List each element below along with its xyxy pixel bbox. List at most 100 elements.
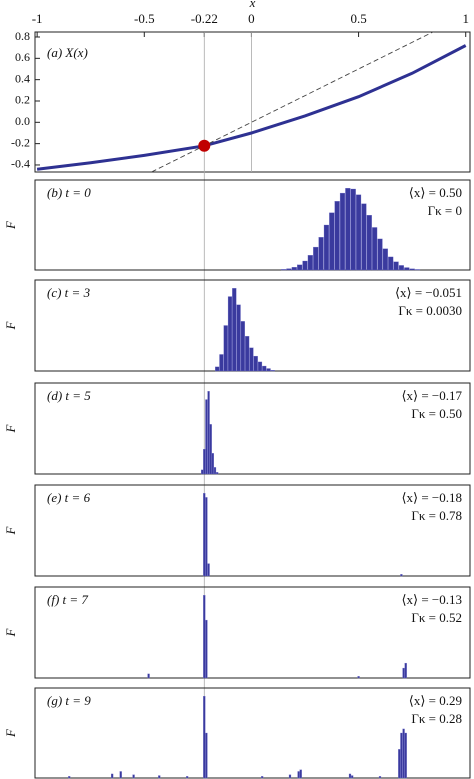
y-tick-label: -0.4 [11,157,30,171]
panel-frame [34,179,471,271]
histogram-bar [186,776,189,779]
histogram-bar [334,201,340,271]
histogram-bar [409,268,415,271]
panel-label: (d) t = 5 [47,388,91,403]
x-tick-label: -0.5 [134,11,155,26]
histogram-bar [351,775,354,779]
histogram-bar [266,368,271,372]
histogram-bar [205,399,208,475]
histogram-bar [215,366,220,372]
histogram-bar [378,776,382,779]
histogram-bar [313,246,319,271]
annotation: ⟨x⟩ = 0.50 [409,185,462,200]
panel-label: (g) t = 9 [47,693,91,708]
panel-label: (f) t = 7 [47,592,88,607]
panel-label: (c) t = 3 [47,285,91,300]
histogram-bar [203,595,206,679]
histogram-bar [377,238,383,271]
annotation: ⟨x⟩ = −0.18 [401,490,462,505]
panel-frame [34,586,471,679]
panel-frame [34,382,471,475]
histogram-bar [205,732,208,779]
annotation: Γκ = 0.52 [411,610,462,625]
histogram-bar [232,288,237,372]
x-tick-label: 0.5 [350,11,366,26]
histogram-bar [211,453,214,475]
histogram-bar [203,449,206,475]
histogram-bar [245,336,250,372]
y-tick-label: 0.0 [15,114,30,128]
histogram-bar [329,212,335,271]
y-axis-label: F [3,320,18,330]
x-tick-label: 1 [462,11,469,26]
histogram-bar [307,255,313,271]
histogram-bar [297,771,300,779]
histogram-bar [402,728,405,779]
x-tick-label: -0.22 [191,11,218,26]
annotation: ⟨x⟩ = 0.29 [409,693,462,708]
histogram-bar [291,267,297,271]
histogram-bar [350,188,356,271]
panel-frame [34,484,471,577]
histogram-bar [281,269,287,271]
histogram-bar [372,227,378,271]
panel-label: (b) t = 0 [47,185,91,200]
histogram-bar [201,469,204,475]
y-axis-label: F [3,728,18,738]
annotation: ⟨x⟩ = −0.17 [401,388,462,403]
histogram-bar [249,347,254,372]
histogram-bar [388,256,394,271]
histogram-bar [356,194,362,271]
histogram-bar [286,268,292,271]
histogram-bar [236,304,241,372]
histogram-bar [366,215,372,271]
histogram-bar [302,260,308,271]
histogram-bar [404,267,410,271]
histogram-bar [119,771,122,779]
annotation: ⟨x⟩ = −0.051 [395,285,462,300]
panel-label: (a) X(x) [47,45,88,60]
y-tick-label: 0.8 [15,29,30,43]
histogram-bar [147,673,150,679]
histogram-bar [318,237,324,271]
histogram-bar [111,773,114,779]
y-axis-label: F [3,220,18,230]
histogram-bar [348,773,352,779]
histogram-bar [213,467,217,475]
fixed-point [198,139,211,152]
annotation: Γκ = 0.0030 [398,303,462,318]
histogram-bar [297,264,303,271]
panel-frame [34,687,471,779]
histogram-bar [262,365,267,372]
histogram-bar [404,732,407,779]
annotation: Γκ = 0 [428,203,462,218]
histogram-bar [400,574,403,577]
y-axis-label: F [3,627,18,637]
annotation: ⟨x⟩ = −0.13 [401,592,462,607]
histogram-bar [299,769,302,779]
histogram-bar [158,775,161,779]
x-tick-label: -1 [32,11,43,26]
panel-frame [34,31,471,173]
histogram-bar [288,774,292,779]
histogram-bar [223,325,228,372]
x-axis-label: x [249,0,256,10]
histogram-bar [207,563,210,577]
panel-label: (e) t = 6 [47,490,91,505]
y-axis-label: F [3,423,18,433]
histogram-bar [398,265,404,271]
y-tick-label: 0.6 [15,50,30,64]
y-tick-label: -0.2 [11,135,30,149]
histogram-bar [400,732,403,779]
annotation: Γκ = 0.50 [411,406,462,421]
y-tick-label: 0.4 [15,71,30,85]
histogram-bar [253,355,258,372]
histogram-bar [207,391,210,475]
histogram-bar [393,261,399,271]
annotation: Γκ = 0.78 [411,508,462,523]
histogram-bar [216,472,219,475]
histogram-bar [203,696,206,779]
histogram-bar [404,662,407,679]
x-tick-label: 0 [248,11,255,26]
